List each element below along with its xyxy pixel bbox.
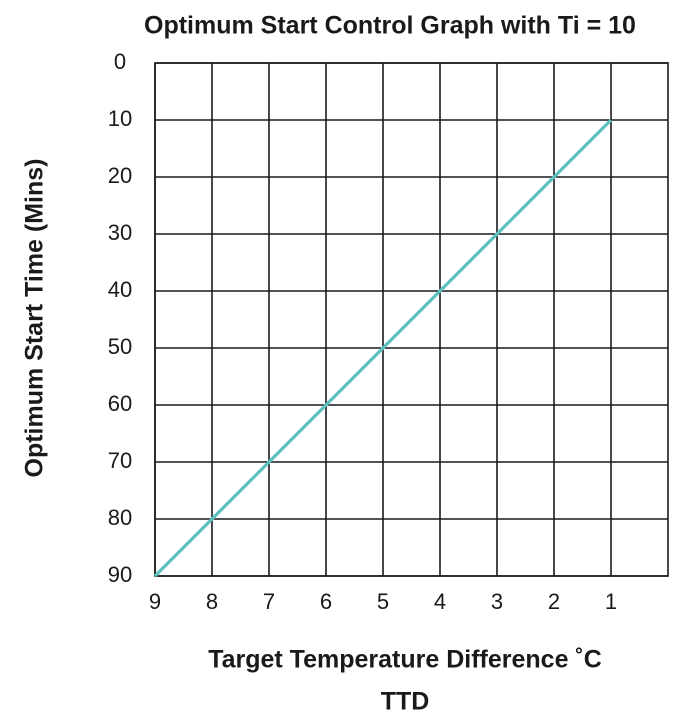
x-axis-title: Target Temperature Difference ˚C — [208, 646, 602, 674]
y-tick-label: 10 — [108, 106, 132, 131]
data-line — [153, 118, 613, 578]
chart-title: Optimum Start Control Graph with Ti = 10 — [144, 12, 636, 40]
y-tick-label: 50 — [108, 334, 132, 359]
x-tick-label: 9 — [149, 589, 161, 614]
x-tick-label: 2 — [548, 589, 560, 614]
x-tick-label: 3 — [491, 589, 503, 614]
y-tick-label: 80 — [108, 505, 132, 530]
y-tick-label: 0 — [114, 49, 126, 74]
x-axis-title: TTD — [381, 688, 430, 716]
x-tick-label: 5 — [377, 589, 389, 614]
y-tick-label: 70 — [108, 448, 132, 473]
x-tick-label: 1 — [605, 589, 617, 614]
y-tick-label: 20 — [108, 163, 132, 188]
x-tick-label: 6 — [320, 589, 332, 614]
y-axis-title: Optimum Start Time (Mins) — [21, 158, 49, 477]
y-tick-label: 90 — [108, 562, 132, 587]
x-tick-label: 7 — [263, 589, 275, 614]
x-tick-label: 4 — [434, 589, 446, 614]
y-tick-label: 40 — [108, 277, 132, 302]
y-tick-label: 60 — [108, 391, 132, 416]
x-tick-label: 8 — [206, 589, 218, 614]
y-tick-label: 30 — [108, 220, 132, 245]
